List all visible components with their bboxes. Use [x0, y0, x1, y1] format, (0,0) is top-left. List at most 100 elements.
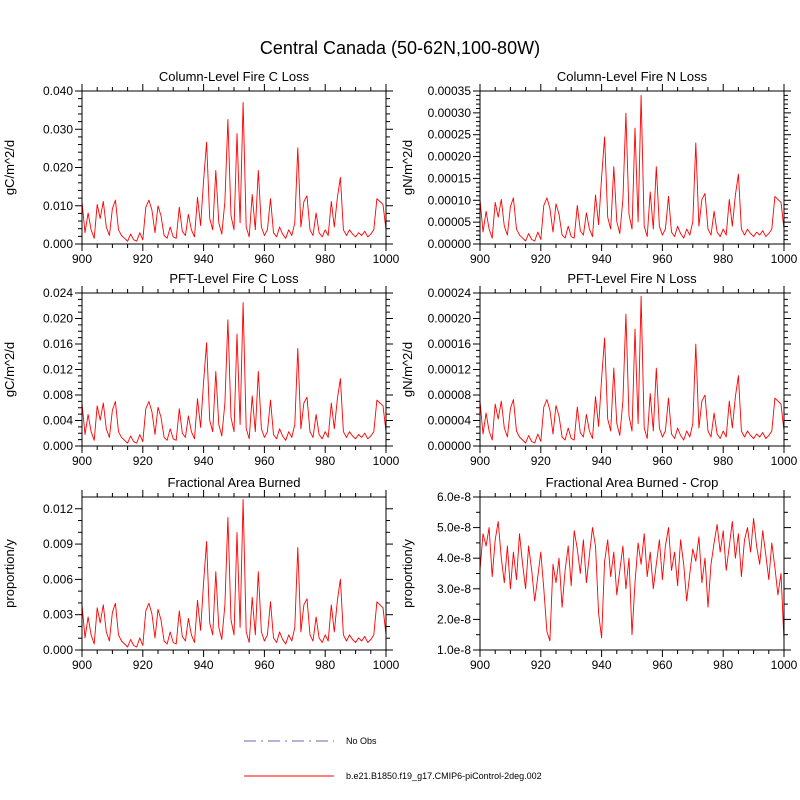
- svg-text:960: 960: [652, 252, 672, 266]
- svg-text:900: 900: [470, 658, 490, 672]
- svg-text:0.00020: 0.00020: [428, 150, 472, 164]
- svg-text:1000: 1000: [771, 454, 798, 468]
- svg-text:920: 920: [531, 252, 551, 266]
- chart-pft-fire-n-loss: PFT-Level Fire N Loss gN/m^2/d 0.00000 0.00…: [400, 271, 798, 468]
- chart-fractional-area-burned: Fractional Area Burned proportion/y 0.000 0…: [2, 475, 400, 672]
- svg-text:940: 940: [592, 252, 612, 266]
- svg-text:0.012: 0.012: [43, 502, 73, 516]
- svg-text:0.00010: 0.00010: [428, 193, 472, 207]
- svg-text:Column-Level Fire N Loss: Column-Level Fire N Loss: [557, 69, 708, 84]
- svg-text:6.0e-8: 6.0e-8: [437, 490, 471, 504]
- svg-text:0.00004: 0.00004: [428, 414, 472, 428]
- svg-text:0.00020: 0.00020: [428, 312, 472, 326]
- svg-text:gC/m^2/d: gC/m^2/d: [2, 140, 17, 195]
- svg-text:4.0e-8: 4.0e-8: [437, 551, 471, 565]
- svg-text:0.010: 0.010: [43, 199, 73, 213]
- svg-text:0.000: 0.000: [43, 439, 73, 453]
- legend-label-no-obs: No Obs: [346, 736, 377, 746]
- svg-text:960: 960: [254, 454, 274, 468]
- svg-text:960: 960: [254, 658, 274, 672]
- svg-text:3.0e-8: 3.0e-8: [437, 582, 471, 596]
- svg-text:0.020: 0.020: [43, 312, 73, 326]
- legend-item-no-obs: No Obs: [243, 736, 377, 746]
- svg-text:PFT-Level Fire C Loss: PFT-Level Fire C Loss: [169, 271, 299, 286]
- svg-text:900: 900: [72, 454, 92, 468]
- svg-text:Fractional Area Burned: Fractional Area Burned: [168, 475, 301, 490]
- svg-text:0.00035: 0.00035: [428, 84, 472, 98]
- svg-text:proportion/y: proportion/y: [400, 539, 415, 608]
- svg-text:5.0e-8: 5.0e-8: [437, 521, 471, 535]
- svg-text:0.00015: 0.00015: [428, 171, 472, 185]
- svg-text:0.003: 0.003: [43, 608, 73, 622]
- svg-text:940: 940: [194, 454, 214, 468]
- svg-text:900: 900: [72, 658, 92, 672]
- svg-text:PFT-Level Fire N Loss: PFT-Level Fire N Loss: [567, 271, 697, 286]
- svg-text:0.004: 0.004: [43, 414, 73, 428]
- svg-text:900: 900: [470, 252, 490, 266]
- svg-text:940: 940: [194, 252, 214, 266]
- svg-text:980: 980: [713, 454, 733, 468]
- svg-text:0.00025: 0.00025: [428, 128, 472, 142]
- svg-text:0.00012: 0.00012: [428, 363, 472, 377]
- svg-text:Fractional Area Burned - Crop: Fractional Area Burned - Crop: [546, 475, 719, 490]
- page-title: Central Canada (50-62N,100-80W): [259, 38, 541, 58]
- svg-text:gN/m^2/d: gN/m^2/d: [400, 140, 415, 195]
- svg-text:1000: 1000: [771, 252, 798, 266]
- svg-text:960: 960: [652, 454, 672, 468]
- svg-text:Column-Level Fire C Loss: Column-Level Fire C Loss: [159, 69, 310, 84]
- svg-text:920: 920: [133, 658, 153, 672]
- svg-text:1000: 1000: [373, 658, 400, 672]
- svg-text:0.00024: 0.00024: [428, 286, 472, 300]
- svg-text:proportion/y: proportion/y: [2, 539, 17, 608]
- svg-text:0.00008: 0.00008: [428, 388, 472, 402]
- svg-text:0.000: 0.000: [43, 643, 73, 657]
- legend-label-model-run: b.e21.B1850.f19_g17.CMIP6-piControl-2deg…: [346, 771, 542, 781]
- svg-text:0.006: 0.006: [43, 572, 73, 586]
- chart-pft-fire-c-loss: PFT-Level Fire C Loss gC/m^2/d 0.000 0.004 0…: [2, 271, 400, 468]
- model-run-line: [244, 775, 334, 777]
- chart-fractional-area-burned-crop: Fractional Area Burned - Crop proportion/…: [400, 475, 798, 672]
- svg-text:0.020: 0.020: [43, 161, 73, 175]
- svg-text:940: 940: [592, 658, 612, 672]
- svg-text:980: 980: [315, 658, 335, 672]
- svg-text:0.00016: 0.00016: [428, 337, 472, 351]
- svg-text:960: 960: [254, 252, 274, 266]
- svg-text:920: 920: [133, 454, 153, 468]
- legend-item-model-run: b.e21.B1850.f19_g17.CMIP6-piControl-2deg…: [243, 771, 542, 781]
- svg-text:920: 920: [531, 658, 551, 672]
- no-obs-dashed-line: [244, 740, 334, 742]
- svg-text:gC/m^2/d: gC/m^2/d: [2, 342, 17, 397]
- svg-text:980: 980: [713, 658, 733, 672]
- svg-text:960: 960: [652, 658, 672, 672]
- svg-text:0.009: 0.009: [43, 537, 73, 551]
- svg-text:0.012: 0.012: [43, 363, 73, 377]
- chart-column-fire-n-loss: Column-Level Fire N Loss gN/m^2/d 0.00000 0…: [400, 69, 798, 266]
- chart-column-fire-c-loss: Column-Level Fire C Loss gC/m^2/d 0.000 0.0…: [2, 69, 400, 266]
- svg-text:0.00000: 0.00000: [428, 439, 472, 453]
- svg-text:0.024: 0.024: [43, 286, 73, 300]
- svg-text:980: 980: [713, 252, 733, 266]
- svg-text:0.00005: 0.00005: [428, 215, 472, 229]
- svg-text:900: 900: [470, 454, 490, 468]
- svg-text:0.000: 0.000: [43, 237, 73, 251]
- svg-text:0.016: 0.016: [43, 337, 73, 351]
- svg-text:980: 980: [315, 252, 335, 266]
- svg-text:1000: 1000: [771, 658, 798, 672]
- svg-text:1000: 1000: [373, 252, 400, 266]
- svg-text:940: 940: [194, 658, 214, 672]
- svg-text:920: 920: [531, 454, 551, 468]
- svg-text:1000: 1000: [373, 454, 400, 468]
- svg-text:1.0e-8: 1.0e-8: [437, 643, 471, 657]
- svg-text:0.00000: 0.00000: [428, 237, 472, 251]
- svg-text:940: 940: [592, 454, 612, 468]
- svg-text:0.008: 0.008: [43, 388, 73, 402]
- svg-text:980: 980: [315, 454, 335, 468]
- svg-text:900: 900: [72, 252, 92, 266]
- svg-text:2.0e-8: 2.0e-8: [437, 612, 471, 626]
- svg-text:0.030: 0.030: [43, 122, 73, 136]
- svg-text:0.00030: 0.00030: [428, 106, 472, 120]
- svg-text:920: 920: [133, 252, 153, 266]
- svg-text:0.040: 0.040: [43, 84, 73, 98]
- svg-text:gN/m^2/d: gN/m^2/d: [400, 342, 415, 397]
